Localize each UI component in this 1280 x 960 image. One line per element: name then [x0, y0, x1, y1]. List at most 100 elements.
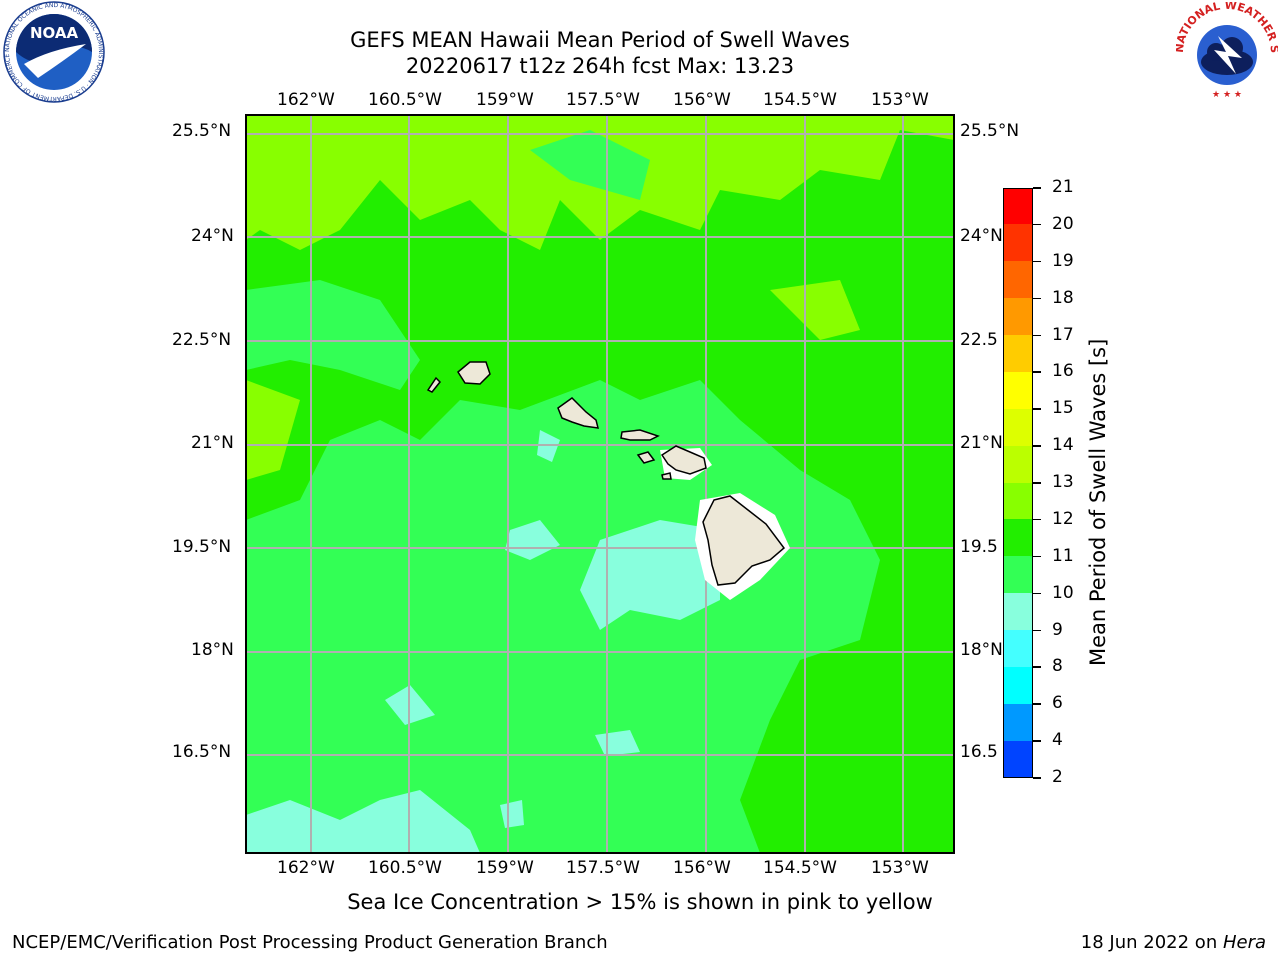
lat-label-left: 16.5°N [172, 742, 232, 762]
island-niihau [426, 376, 442, 393]
colorbar-segment [1004, 298, 1032, 335]
colorbar-segment [1004, 261, 1032, 299]
lon-label-bottom: 156°W [673, 858, 731, 878]
lat-label-right: 24°N [960, 226, 1003, 246]
colorbar-tick-mark [1033, 445, 1041, 447]
colorbar-tick-label: 11 [1052, 545, 1074, 566]
noaa-logo: NATIONAL OCEANIC AND ATMOSPHERIC ADMINIS… [2, 0, 106, 104]
colorbar-tick-mark [1033, 223, 1041, 226]
lon-label-bottom: 154.5°W [763, 858, 837, 878]
colorbar-tick-mark [1033, 666, 1041, 668]
colorbar-tick-label: 15 [1052, 398, 1074, 419]
colorbar-tick-label: 12 [1052, 508, 1074, 529]
contour-10-11-north [530, 130, 650, 200]
colorbar-tick-mark [1033, 703, 1041, 705]
colorbar-tick-mark [1033, 482, 1041, 484]
island-lanai [636, 451, 656, 464]
colorbar-tick-label: 4 [1052, 730, 1063, 751]
lat-label-right: 19.5 [960, 537, 998, 557]
colorbar-tick-label: 17 [1052, 324, 1074, 345]
colorbar-segment [1004, 593, 1032, 630]
lat-label-left: 24°N [191, 226, 234, 246]
contour-12-13-west [246, 380, 300, 480]
map-frame [245, 114, 955, 854]
title-line-2: 20220617 t12z 264h fcst Max: 13.23 [405, 54, 795, 78]
lon-label-bottom: 153°W [871, 858, 929, 878]
island-kauai [457, 361, 491, 385]
colorbar-segment [1004, 408, 1032, 446]
contour-12-13-east [770, 280, 860, 340]
lon-label-bottom: 160.5°W [368, 858, 442, 878]
svg-text:NOAA: NOAA [30, 24, 79, 42]
colorbar-tick-mark [1033, 334, 1041, 336]
lat-label-left: 18°N [191, 640, 234, 660]
colorbar-tick-mark [1033, 555, 1041, 558]
island-oahu [557, 397, 599, 429]
colorbar-segment [1004, 189, 1032, 225]
colorbar-tick-label: 16 [1052, 361, 1074, 382]
footer-date-text: 18 Jun 2022 on [1080, 932, 1223, 953]
lat-label-left: 25.5°N [172, 121, 232, 141]
colorbar-segment [1004, 630, 1032, 667]
contour-9-10-west [505, 520, 560, 560]
colorbar-tick-label: 14 [1052, 435, 1074, 456]
colorbar-segment [1004, 556, 1032, 594]
colorbar-tick-label: 8 [1052, 656, 1063, 677]
colorbar-segment [1004, 703, 1032, 741]
colorbar-tick-label: 2 [1052, 767, 1063, 787]
colorbar-tick-mark [1033, 592, 1041, 595]
island-molokai [620, 429, 660, 441]
title-line-1: GEFS MEAN Hawaii Mean Period of Swell Wa… [350, 28, 850, 52]
colorbar-tick-label: 19 [1052, 250, 1074, 271]
colorbar-segment [1004, 224, 1032, 262]
lat-label-left: 22.5°N [172, 330, 232, 350]
colorbar-tick-mark [1033, 629, 1041, 631]
colorbar-tick-label: 18 [1052, 287, 1074, 308]
colorbar-segment [1004, 519, 1032, 557]
colorbar-tick-label: 10 [1052, 582, 1074, 603]
colorbar-tick-mark [1033, 187, 1041, 189]
hawaiian-islands [426, 361, 786, 586]
lat-label-right: 18°N [960, 640, 1003, 660]
colorbar-label: Mean Period of Swell Waves [s] [1086, 338, 1110, 666]
lat-label-left: 21°N [191, 433, 234, 453]
map-title: GEFS MEAN Hawaii Mean Period of Swell Wa… [0, 27, 1200, 79]
contour-10-11-west [246, 280, 420, 390]
colorbar-segment [1004, 666, 1032, 704]
colorbar-tick-mark [1033, 408, 1041, 410]
footer-host: Hera [1222, 932, 1266, 953]
colorbar-tick-label: 21 [1052, 177, 1074, 197]
colorbar-segment [1004, 445, 1032, 483]
colorbar-tick-mark [1033, 777, 1041, 779]
colorbar [1003, 188, 1033, 778]
footer-date: 18 Jun 2022 on Hera [1081, 932, 1266, 953]
lat-label-right: 16.5 [960, 742, 998, 762]
lon-label-top: 156°W [673, 90, 731, 110]
lon-label-top: 159°W [476, 90, 534, 110]
contour-9-10-se [500, 800, 524, 828]
contour-9-10-sw [246, 790, 480, 853]
lat-label-right: 21°N [960, 433, 1003, 453]
colorbar-tick-mark [1033, 297, 1041, 300]
lon-label-bottom: 157.5°W [566, 858, 640, 878]
lat-label-right: 25.5°N [960, 121, 1020, 141]
contour-11-12 [246, 115, 954, 853]
lat-label-left: 19.5°N [172, 537, 232, 557]
colorbar-tick-mark [1033, 740, 1041, 742]
lon-label-top: 157.5°W [566, 90, 640, 110]
island-hawaii [702, 495, 786, 586]
colorbar-segment [1004, 740, 1032, 777]
colorbar-segment [1004, 371, 1032, 409]
colorbar-segment [1004, 335, 1032, 372]
footer-credit: NCEP/EMC/Verification Post Processing Pr… [12, 932, 608, 953]
colorbar-tick-mark [1033, 518, 1041, 521]
colorbar-tick-label: 13 [1052, 472, 1074, 492]
colorbar-tick-label: 20 [1052, 213, 1074, 234]
colorbar-tick-label: 9 [1052, 619, 1063, 640]
lon-label-top: 154.5°W [763, 90, 837, 110]
map-field [246, 115, 954, 853]
lon-label-top: 162°W [277, 90, 335, 110]
colorbar-tick-mark [1033, 371, 1041, 373]
lon-label-bottom: 162°W [277, 858, 335, 878]
